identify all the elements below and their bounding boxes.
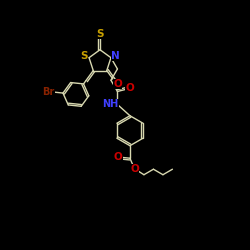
Text: O: O (130, 164, 139, 174)
Text: N: N (111, 51, 120, 61)
Text: Br: Br (42, 86, 55, 97)
Text: S: S (96, 29, 104, 39)
Text: NH: NH (102, 100, 118, 110)
Text: O: O (113, 79, 122, 89)
Text: O: O (125, 84, 134, 94)
Text: S: S (80, 51, 88, 61)
Text: O: O (114, 152, 122, 162)
